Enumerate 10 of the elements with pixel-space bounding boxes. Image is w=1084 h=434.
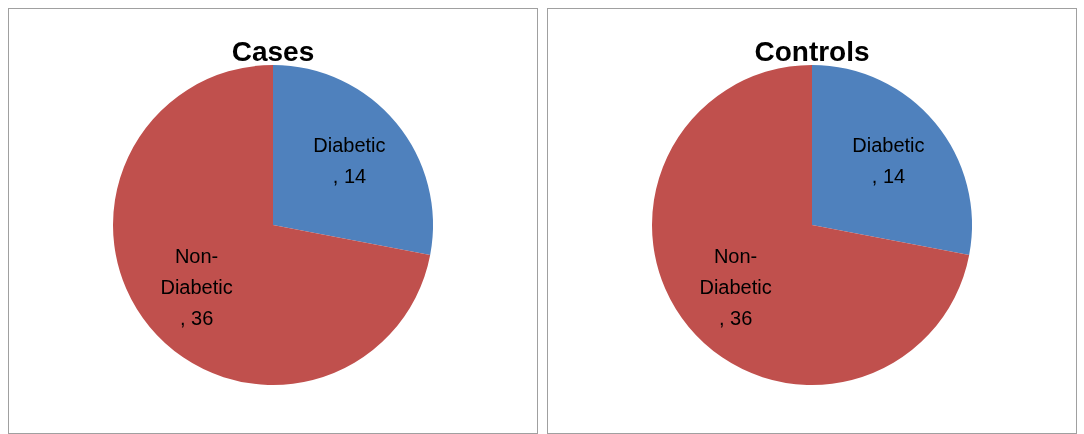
slice-label: Diabetic: [313, 133, 386, 156]
data-label: , 36: [718, 306, 753, 329]
slice-label: Non-Diabetic: [699, 244, 772, 298]
data-label: , 14: [332, 164, 367, 187]
slice-label: Diabetic: [852, 133, 925, 156]
slice-label: Non-Diabetic: [160, 244, 233, 298]
data-label: , 14: [871, 164, 906, 187]
chart-title: Controls: [754, 35, 870, 67]
data-label: , 36: [179, 306, 214, 329]
chart-title: Cases: [231, 35, 315, 67]
